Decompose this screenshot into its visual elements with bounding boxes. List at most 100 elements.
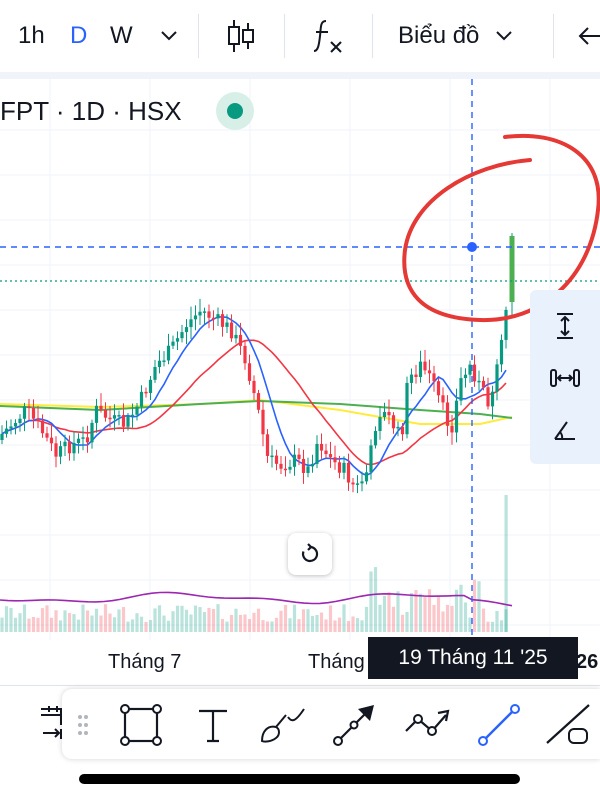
candle-body	[103, 409, 108, 418]
angle-icon[interactable]	[530, 410, 600, 450]
volume-bar	[27, 618, 31, 632]
candle-body	[315, 443, 319, 464]
candle-body	[153, 366, 157, 380]
interval-1h-button[interactable]: 1h	[18, 22, 45, 49]
arrow-icon[interactable]	[330, 700, 380, 750]
x-axis-label-jul: Tháng 7	[108, 651, 182, 673]
candle-body	[279, 463, 283, 469]
volume-bar	[202, 612, 207, 632]
rectangle-icon[interactable]	[116, 700, 166, 750]
trend-line-icon[interactable]	[474, 700, 524, 750]
volume-bar	[261, 620, 265, 632]
home-indicator	[79, 774, 520, 784]
candle-body	[342, 462, 346, 473]
candle-body	[288, 466, 292, 470]
volume-bar	[495, 611, 499, 632]
candle-body	[22, 406, 27, 419]
volume-bar	[0, 617, 4, 632]
candle-body	[310, 463, 315, 467]
volume-bar	[130, 619, 135, 632]
path-icon[interactable]	[402, 700, 452, 750]
candle-body	[40, 420, 45, 434]
volume-bar	[112, 617, 117, 632]
volume-ma-line	[0, 591, 513, 607]
volume-bar	[180, 605, 184, 632]
x-axis-label-right: 26	[576, 651, 599, 673]
candle-body	[76, 438, 81, 444]
candle-body	[63, 441, 67, 447]
candle-body	[472, 364, 477, 382]
brush-icon[interactable]	[258, 700, 308, 750]
candle-body	[4, 428, 9, 434]
volume-bar	[45, 605, 49, 632]
volume-bar	[148, 620, 153, 632]
chevron-down-icon[interactable]	[160, 18, 178, 54]
reset-view-button[interactable]	[288, 533, 332, 575]
candle-body	[85, 437, 90, 443]
candle-body	[94, 405, 99, 423]
candle-body	[283, 468, 288, 471]
volume-bar	[427, 589, 432, 632]
symbol-title[interactable]: FPT · 1D · HSX	[0, 96, 182, 126]
volume-bar	[175, 605, 180, 632]
volume-bar	[4, 606, 9, 632]
annotation-circle	[402, 133, 600, 323]
candle-body	[459, 378, 463, 401]
candle-body	[243, 345, 247, 364]
market-status-icon[interactable]	[216, 92, 254, 130]
volume-bar	[31, 616, 36, 632]
price-chart[interactable]	[0, 79, 600, 685]
volume-bar	[409, 593, 414, 632]
candle-body	[99, 405, 103, 410]
candle-body	[319, 443, 324, 451]
volume-bar	[198, 607, 202, 632]
volume-bar	[256, 608, 261, 632]
candle-body	[346, 462, 351, 483]
volume-bar	[184, 609, 189, 632]
volume-bar	[81, 604, 85, 632]
volume-bar	[400, 614, 405, 632]
volume-bar	[207, 607, 211, 632]
candle-body	[139, 391, 144, 407]
indicators-icon[interactable]	[312, 18, 344, 54]
volume-bar	[306, 609, 310, 632]
candle-body	[31, 407, 36, 419]
candle-body	[0, 433, 4, 440]
volume-bar	[54, 610, 58, 632]
volume-bar	[328, 605, 333, 632]
measure-vertical-icon[interactable]	[530, 306, 600, 346]
candle-body	[441, 395, 445, 403]
volume-bar	[373, 567, 378, 632]
candle-body	[72, 443, 76, 454]
extended-line-icon[interactable]	[544, 700, 594, 750]
candle-body	[189, 319, 193, 328]
volume-bar	[378, 604, 382, 632]
volume-bars	[0, 495, 508, 632]
candle-body	[58, 446, 63, 457]
volume-bar	[342, 604, 346, 632]
interval-d-button[interactable]: D	[70, 22, 88, 49]
volume-bar	[468, 617, 472, 632]
candle-body	[211, 317, 216, 320]
measure-horizontal-icon[interactable]	[530, 358, 600, 398]
x-axis-label-partial: Tháng	[308, 651, 365, 673]
interval-w-button[interactable]: W	[110, 22, 133, 49]
candle-body	[49, 437, 54, 444]
candle-body	[486, 387, 490, 407]
volume-bar	[337, 617, 342, 632]
measure-toolbar	[530, 290, 600, 464]
text-icon[interactable]	[188, 700, 238, 750]
moving-averages	[0, 316, 513, 607]
candles-icon[interactable]	[226, 18, 256, 54]
drag-handle-icon[interactable]	[60, 700, 106, 750]
volume-bar	[67, 613, 72, 632]
chart-overlays	[0, 79, 600, 640]
chart-type-menu[interactable]: Biểu đồ	[398, 18, 513, 54]
volume-bar	[459, 584, 463, 632]
date-range-icon[interactable]	[22, 700, 72, 750]
candle-body	[247, 363, 252, 381]
arrow-left-icon[interactable]	[578, 18, 600, 54]
volume-bar	[9, 607, 13, 632]
crosshair-point	[467, 242, 477, 252]
candle-body	[193, 315, 198, 320]
